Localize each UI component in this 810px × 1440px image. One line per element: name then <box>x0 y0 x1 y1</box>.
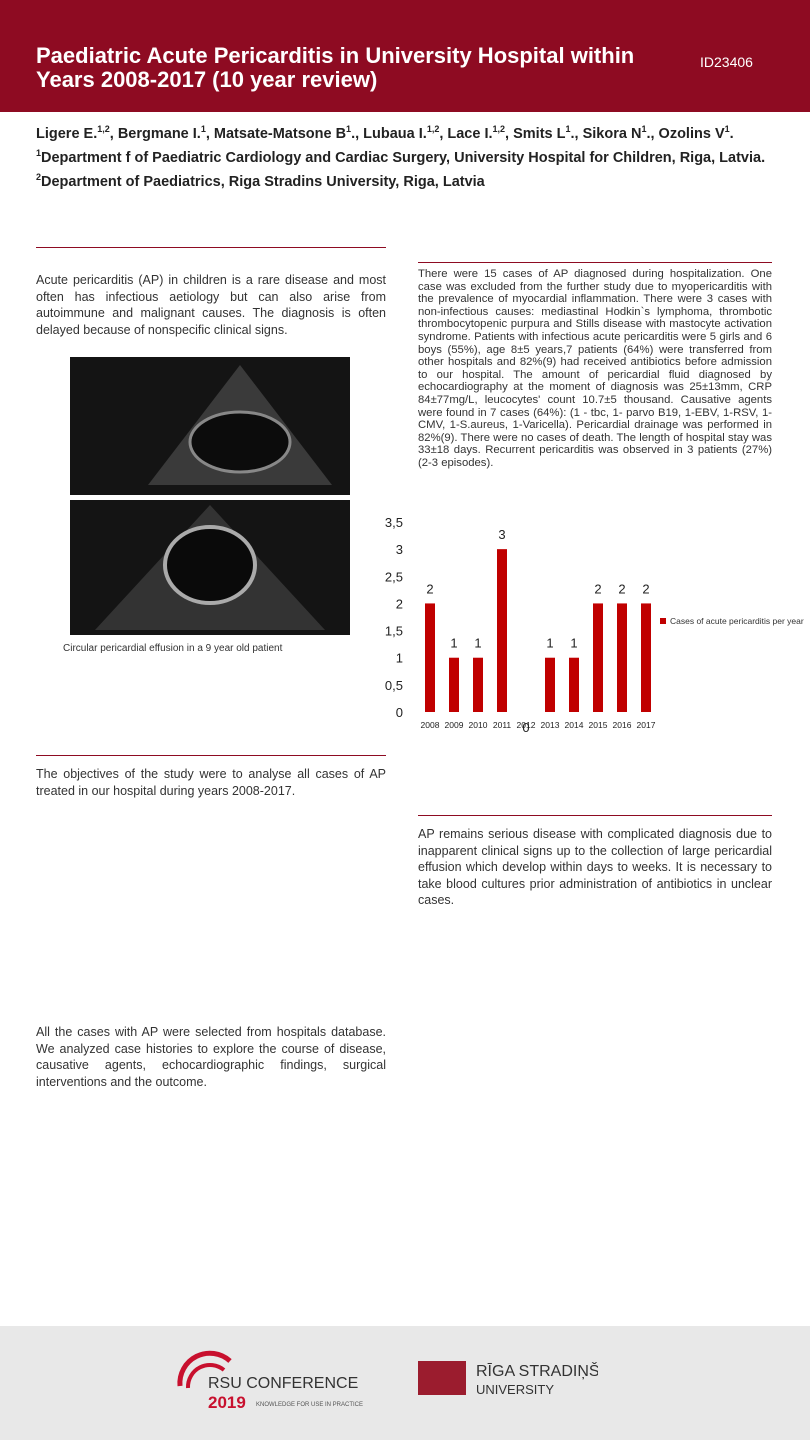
affiliation-number: 2 <box>36 171 42 182</box>
legend-swatch <box>660 618 666 624</box>
university-logo: RĪGA STRADIŅŠ UNIVERSITY <box>418 1361 598 1397</box>
data-label: 2 <box>642 581 649 596</box>
y-tick-label: 0,5 <box>385 678 403 693</box>
author-name: Ozolins V <box>658 125 725 142</box>
echo-image <box>70 357 350 495</box>
rule <box>418 262 772 263</box>
title: Paediatric Acute Pericarditis in Univers… <box>36 43 635 92</box>
authors: Ligere E.1,2, Bergmane I.1, Matsate-Mats… <box>36 120 796 191</box>
methods: All the cases with AP were selected from… <box>36 1025 386 1089</box>
author-separator: ., <box>570 125 583 142</box>
bar <box>473 657 483 712</box>
y-tick-label: 0 <box>396 705 403 720</box>
x-tick-label: 2011 <box>493 720 512 730</box>
author-name: Lace I. <box>447 125 493 142</box>
data-label: 1 <box>474 636 481 651</box>
affiliation-text: Department f of Paediatric Cardiology an… <box>41 149 766 166</box>
bar <box>569 657 579 712</box>
author-separator: ., <box>646 125 659 142</box>
data-label: 1 <box>570 636 577 651</box>
y-tick-label: 2,5 <box>385 569 403 584</box>
data-label: 0 <box>522 720 529 735</box>
bar <box>545 657 555 712</box>
rule <box>418 815 772 816</box>
echo-image <box>70 500 350 635</box>
affiliation-text: Department of Paediatrics, Riga Stradins… <box>41 173 485 190</box>
author-name: Sikora N <box>582 125 642 142</box>
author-separator: , <box>109 125 114 142</box>
y-tick-label: 1 <box>396 651 403 666</box>
image-caption: Circular pericardial effusion in a 9 yea… <box>63 643 283 654</box>
x-tick-label: 2010 <box>469 720 488 730</box>
author-affiliation: 1,2 <box>97 124 110 134</box>
author-separator: , <box>439 125 444 142</box>
author-separator: . <box>729 125 734 142</box>
affiliation-number: 1 <box>36 147 42 158</box>
bar <box>641 603 651 712</box>
x-tick-label: 2008 <box>421 720 440 730</box>
results: There were 15 cases of AP diagnosed duri… <box>418 268 772 469</box>
introduction: Acute pericarditis (AP) in children is a… <box>36 273 386 337</box>
university-name: RĪGA STRADIŅŠ <box>476 1361 598 1380</box>
affiliation: 1Department f of Paediatric Cardiology a… <box>36 144 796 168</box>
conference: RSU CONFERENCE <box>208 1375 358 1392</box>
author-affiliation: 1 <box>641 124 647 134</box>
author-name: Bergmane I. <box>117 125 201 142</box>
y-tick-label: 3,5 <box>385 515 403 530</box>
author-affiliation: 1 <box>200 124 206 134</box>
author-list: Ligere E.1,2, Bergmane I.1, Matsate-Mats… <box>36 120 796 144</box>
header-band <box>0 0 810 112</box>
poster-id: ID23406 <box>700 54 753 70</box>
rule <box>36 247 386 248</box>
author-separator: ., <box>351 125 364 142</box>
rule <box>36 755 386 756</box>
author-separator: , <box>205 125 210 142</box>
bar <box>449 657 459 712</box>
chart: 0 0,5 1 1,5 2 2,5 3 3,5 2 1 1 3 0 1 1 2 2 2 Cases of acute… <box>385 515 804 735</box>
author-affiliation: 1 <box>565 124 571 134</box>
x-tick-label: 2013 <box>541 720 560 730</box>
rsu-logo: RSU CONFERENCE 2019 KNOWLEDGE FOR USE IN… <box>177 1350 363 1412</box>
x-tick-label: 2016 <box>613 720 632 730</box>
year: 2019 <box>208 1393 246 1412</box>
author-name: Ligere E. <box>36 125 98 142</box>
university-name: UNIVERSITY <box>476 1382 554 1397</box>
x-tick-label: 2017 <box>637 720 656 730</box>
y-tick-label: 2 <box>396 596 403 611</box>
data-label: 2 <box>618 581 625 596</box>
bar <box>593 603 603 712</box>
data-label: 2 <box>594 581 601 596</box>
data-label: 3 <box>498 527 505 542</box>
data-label: 2 <box>426 581 433 596</box>
author-name: Matsate-Matsone B <box>213 125 347 142</box>
footer: RSU CONFERENCE 2019 KNOWLEDGE FOR USE IN… <box>0 1326 810 1440</box>
objectives: The objectives of the study were to anal… <box>36 767 386 798</box>
data-label: 1 <box>450 636 457 651</box>
author-affiliation: 1 <box>346 124 352 134</box>
author-name: Lubaua I. <box>363 125 427 142</box>
author-separator: , <box>505 125 510 142</box>
x-tick-label: 2009 <box>445 720 464 730</box>
y-tick-label: 1,5 <box>385 624 403 639</box>
author-affiliation: 1,2 <box>426 124 440 134</box>
legend-label: Cases of acute pericarditis per year <box>670 616 804 626</box>
author-name: Smits L <box>513 125 566 142</box>
x-tick-label: 2014 <box>565 720 584 730</box>
bar <box>497 549 507 712</box>
tagline: KNOWLEDGE FOR USE IN PRACTICE <box>256 1402 363 1408</box>
conclusion: AP remains serious disease with complica… <box>418 827 772 907</box>
y-tick-label: 3 <box>396 542 403 557</box>
x-tick-label: 2015 <box>589 720 608 730</box>
affiliation: 2Department of Paediatrics, Riga Stradin… <box>36 168 796 192</box>
bar <box>617 603 627 712</box>
x-tick-label: 2012 <box>517 720 536 730</box>
author-affiliation: 1 <box>724 124 730 134</box>
bar <box>425 603 435 712</box>
data-label: 1 <box>546 636 553 651</box>
author-affiliation: 1,2 <box>492 124 506 134</box>
